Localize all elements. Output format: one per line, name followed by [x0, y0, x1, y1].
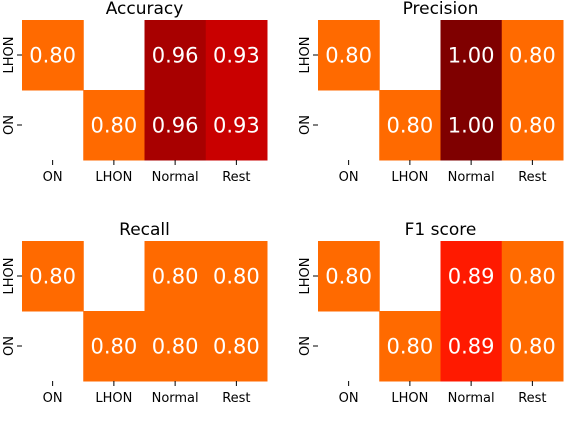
heatmap-cell — [205, 311, 268, 382]
cell-value-label: 0.80 — [325, 265, 372, 289]
cell-value-label: 0.93 — [213, 114, 260, 138]
heatmap-cell — [205, 90, 268, 161]
x-tick-label: Normal — [152, 391, 199, 406]
x-tick-label: Rest — [222, 391, 250, 406]
cell-value-label: 0.80 — [213, 335, 260, 359]
heatmap-cell — [22, 241, 84, 312]
cell-value-label: 0.80 — [325, 44, 372, 68]
cell-value-label: 0.80 — [386, 335, 433, 359]
heatmap-cell — [144, 311, 207, 382]
heatmap-cell — [318, 241, 380, 312]
cell-value-label: 1.00 — [448, 44, 495, 68]
x-tick-label: LHON — [391, 391, 428, 406]
heatmap-cell — [83, 311, 145, 382]
x-tick-label: Rest — [518, 170, 546, 185]
y-tick-label: ON — [298, 115, 313, 135]
cell-value-label: 0.80 — [386, 114, 433, 138]
heatmap-panel-3: F1 score 0.80 0.89 0.80 0.80 0.89 0.80 ON LHON No… — [298, 220, 564, 406]
heatmap-cell — [379, 90, 441, 161]
x-tick-label: ON — [43, 170, 63, 185]
heatmap-panel-2: Recall 0.80 0.80 0.80 0.80 0.80 0.80 ON LHON Norm… — [2, 220, 268, 406]
x-tick-label: LHON — [95, 391, 132, 406]
cell-value-label: 0.80 — [152, 335, 199, 359]
heatmap-cell — [144, 90, 207, 161]
x-tick-label: Rest — [518, 391, 546, 406]
heatmap-cell — [440, 90, 503, 161]
heatmap-cell — [83, 90, 145, 161]
heatmap-cell — [379, 311, 441, 382]
cell-value-label: 0.80 — [509, 265, 556, 289]
heatmap-cell — [22, 20, 84, 91]
heatmap-cell — [501, 90, 564, 161]
x-tick-label: LHON — [391, 170, 428, 185]
y-tick-label: ON — [298, 336, 313, 356]
panel-title: Accuracy — [106, 0, 184, 19]
heatmap-cell — [440, 311, 503, 382]
y-tick-label: LHON — [2, 37, 17, 74]
heatmap-cell — [501, 20, 564, 91]
cell-value-label: 0.80 — [29, 265, 76, 289]
cell-value-label: 0.80 — [509, 114, 556, 138]
heatmap-cell — [440, 20, 503, 91]
cell-value-label: 0.80 — [90, 335, 137, 359]
heatmap-cell — [205, 20, 268, 91]
panel-title: Recall — [119, 220, 170, 240]
cell-value-label: 0.80 — [509, 335, 556, 359]
heatmap-cell — [205, 241, 268, 312]
heatmap-panel-0: Accuracy 0.80 0.96 0.93 0.80 0.96 0.93 ON LHON No… — [2, 0, 268, 185]
x-tick-label: Normal — [448, 391, 495, 406]
panel-title: F1 score — [405, 220, 477, 240]
cell-value-label: 0.89 — [448, 265, 495, 289]
x-tick-label: Normal — [152, 170, 199, 185]
y-tick-label: LHON — [298, 37, 313, 74]
heatmap-cell — [501, 311, 564, 382]
heatmap-cell — [144, 20, 207, 91]
y-tick-label: LHON — [2, 258, 17, 295]
cell-value-label: 0.93 — [213, 44, 260, 68]
panel-title: Precision — [403, 0, 479, 19]
x-tick-label: Normal — [448, 170, 495, 185]
heatmap-panel-1: Precision 0.80 1.00 0.80 0.80 1.00 0.80 ON LHON N… — [298, 0, 564, 185]
cell-value-label: 0.96 — [152, 114, 199, 138]
cell-value-label: 0.80 — [90, 114, 137, 138]
x-tick-label: LHON — [95, 170, 132, 185]
cell-value-label: 0.80 — [509, 44, 556, 68]
x-tick-label: ON — [339, 170, 359, 185]
heatmap-cell — [440, 241, 503, 312]
cell-value-label: 0.89 — [448, 335, 495, 359]
cell-value-label: 1.00 — [448, 114, 495, 138]
x-tick-label: ON — [43, 391, 63, 406]
cell-value-label: 0.96 — [152, 44, 199, 68]
heatmap-cell — [144, 241, 207, 312]
x-tick-label: ON — [339, 391, 359, 406]
heatmap-cell — [501, 241, 564, 312]
x-tick-label: Rest — [222, 170, 250, 185]
y-tick-label: ON — [2, 336, 17, 356]
cell-value-label: 0.80 — [152, 265, 199, 289]
cell-value-label: 0.80 — [29, 44, 76, 68]
cell-value-label: 0.80 — [213, 265, 260, 289]
y-tick-label: ON — [2, 115, 17, 135]
heatmap-cell — [318, 20, 380, 91]
y-tick-label: LHON — [298, 258, 313, 295]
